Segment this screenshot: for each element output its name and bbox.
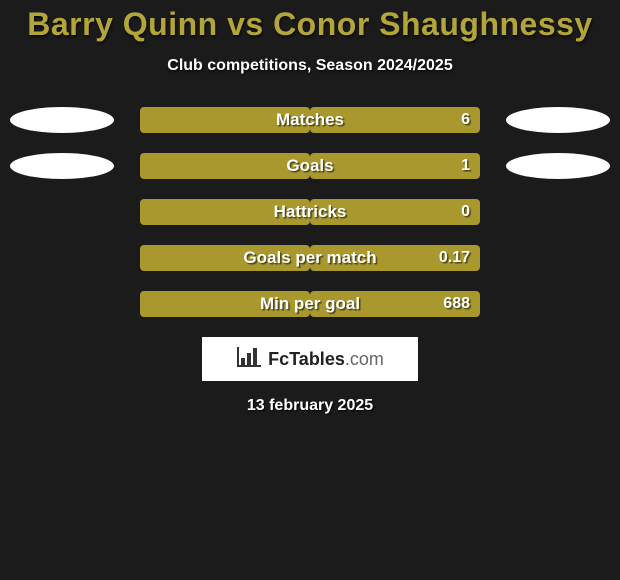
stat-row: Matches6 — [0, 107, 620, 133]
side-blob-left — [10, 107, 114, 133]
stat-row: Goals per match0.17 — [0, 245, 620, 271]
bar-right — [310, 199, 480, 225]
bar-wrap: Matches — [140, 107, 480, 133]
bar-wrap: Min per goal — [140, 291, 480, 317]
bar-wrap: Hattricks — [140, 199, 480, 225]
bar-left — [140, 107, 310, 133]
stat-rows: Matches6Goals1Hattricks0Goals per match0… — [0, 107, 620, 317]
subtitle: Club competitions, Season 2024/2025 — [0, 57, 620, 75]
logo-text: FcTables.com — [268, 349, 384, 370]
bar-wrap: Goals — [140, 153, 480, 179]
stat-row: Min per goal688 — [0, 291, 620, 317]
bar-left — [140, 291, 310, 317]
side-blob-right — [506, 153, 610, 179]
bar-right — [310, 107, 480, 133]
bar-left — [140, 245, 310, 271]
comparison-card: Barry Quinn vs Conor Shaughnessy Club co… — [0, 0, 620, 580]
bar-wrap: Goals per match — [140, 245, 480, 271]
value-right: 688 — [443, 291, 470, 317]
bar-left — [140, 153, 310, 179]
logo-brand: FcTables — [268, 349, 345, 369]
value-right: 1 — [461, 153, 470, 179]
barchart-icon — [236, 346, 262, 373]
stat-row: Goals1 — [0, 153, 620, 179]
side-blob-right — [506, 107, 610, 133]
logo-box: FcTables.com — [202, 337, 418, 381]
stat-row: Hattricks0 — [0, 199, 620, 225]
bar-left — [140, 199, 310, 225]
bar-right — [310, 153, 480, 179]
value-right: 0 — [461, 199, 470, 225]
value-right: 6 — [461, 107, 470, 133]
page-title: Barry Quinn vs Conor Shaughnessy — [0, 0, 620, 43]
logo-domain: .com — [345, 349, 384, 369]
side-blob-left — [10, 153, 114, 179]
value-right: 0.17 — [439, 245, 470, 271]
date-text: 13 february 2025 — [0, 397, 620, 415]
